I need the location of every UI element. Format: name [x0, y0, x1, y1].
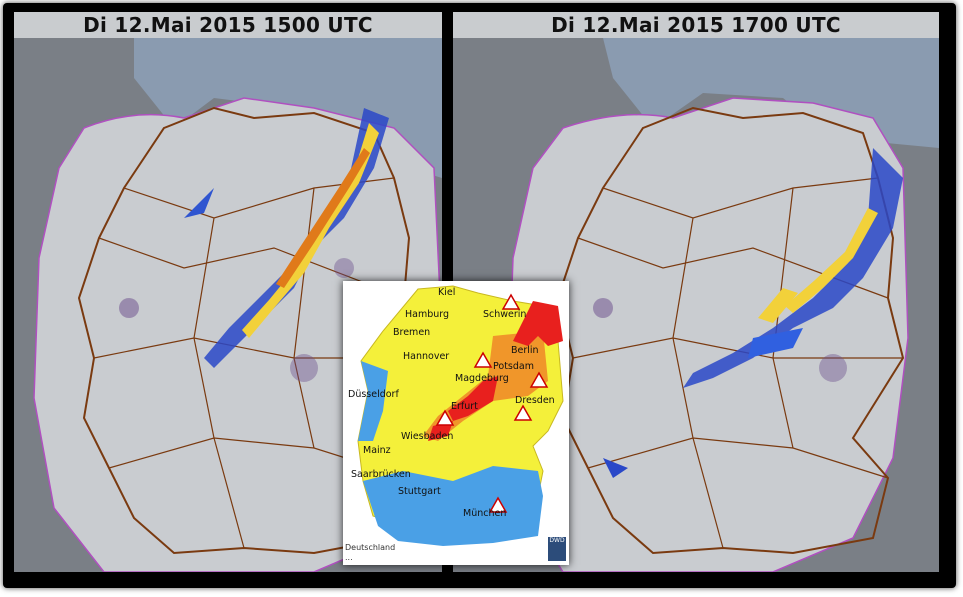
city-label: Hannover [403, 351, 450, 362]
map-footer: Deutschland [345, 543, 396, 552]
city-label: München [463, 508, 507, 519]
panel-title: Di 12.Mai 2015 1500 UTC [14, 12, 442, 38]
city-label: Wiesbaden [401, 431, 454, 442]
dwd-logo: DWD [548, 537, 566, 561]
city-label: Erfurt [451, 401, 478, 412]
panel-title: Di 12.Mai 2015 1700 UTC [453, 12, 939, 38]
map-footer: ... [345, 553, 353, 562]
city-label: Berlin [511, 345, 539, 356]
city-label: Dresden [515, 395, 555, 406]
warning-map-inset: Kiel Hamburg Schwerin Bremen Hannover Be… [343, 281, 569, 565]
city-label: Düsseldorf [348, 389, 399, 400]
city-label: Schwerin [483, 309, 527, 320]
city-label: Bremen [393, 327, 431, 338]
warning-map [343, 281, 569, 565]
city-label: Magdeburg [455, 373, 509, 384]
radar-map [14, 38, 442, 572]
city-label: Potsdam [493, 361, 534, 372]
city-label: Mainz [363, 445, 391, 456]
city-label: Kiel [438, 287, 456, 298]
city-label: Saarbrücken [351, 469, 411, 480]
city-label: Hamburg [405, 309, 450, 320]
city-label: Stuttgart [398, 486, 441, 497]
